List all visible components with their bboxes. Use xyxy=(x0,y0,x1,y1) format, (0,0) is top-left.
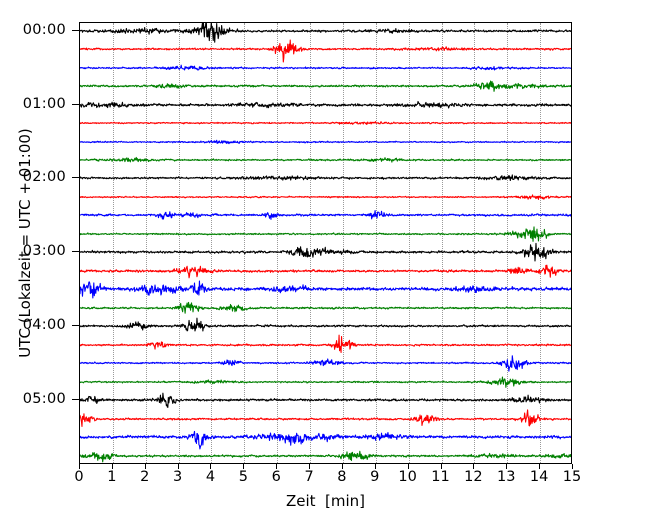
trace-0245 xyxy=(80,217,571,251)
y-tick-label-0100: 01:00 xyxy=(22,95,66,112)
trace-0345 xyxy=(80,291,571,325)
trace-0230 xyxy=(80,198,571,232)
gridline-3 xyxy=(178,23,180,463)
gridline-10 xyxy=(408,23,410,463)
x-tick-label-7: 7 xyxy=(304,469,314,485)
x-tick-mark-1 xyxy=(111,464,113,469)
trace-0545 xyxy=(80,439,571,464)
trace-0115 xyxy=(80,106,571,140)
x-tick-label-2: 2 xyxy=(140,469,150,485)
x-tick-mark-4 xyxy=(210,464,212,469)
trace-0500 xyxy=(80,383,571,417)
x-tick-label-9: 9 xyxy=(370,469,380,485)
trace-0400 xyxy=(80,309,571,343)
x-tick-mark-10 xyxy=(407,464,409,469)
trace-0100 xyxy=(80,88,571,122)
trace-0215 xyxy=(80,180,571,214)
trace-0430 xyxy=(80,346,571,380)
x-tick-label-6: 6 xyxy=(271,469,281,485)
trace-0130 xyxy=(80,125,571,159)
trace-0200 xyxy=(80,161,571,195)
gridline-4 xyxy=(211,23,213,463)
y-tick-label-0300: 03:00 xyxy=(22,243,66,260)
x-tick-label-15: 15 xyxy=(562,469,582,485)
x-tick-mark-11 xyxy=(440,464,442,469)
gridline-6 xyxy=(277,23,279,463)
gridline-8 xyxy=(342,23,344,463)
x-tick-mark-6 xyxy=(276,464,278,469)
x-tick-mark-15 xyxy=(572,464,573,469)
trace-0145 xyxy=(80,143,571,177)
x-tick-label-13: 13 xyxy=(497,469,516,485)
x-tick-label-3: 3 xyxy=(172,469,183,485)
trace-0515 xyxy=(80,402,571,436)
plot-area xyxy=(79,22,572,464)
x-tick-mark-13 xyxy=(506,464,508,469)
x-tick-mark-5 xyxy=(243,464,245,469)
y-tick-mark-0300 xyxy=(72,251,79,253)
x-tick-label-8: 8 xyxy=(337,469,347,485)
trace-0030 xyxy=(80,51,571,85)
trace-0415 xyxy=(80,328,571,362)
trace-0300 xyxy=(80,235,571,269)
y-tick-label-0500: 05:00 xyxy=(22,391,66,408)
gridline-12 xyxy=(474,23,476,463)
trace-0445 xyxy=(80,365,571,399)
y-tick-mark-0000 xyxy=(72,29,79,31)
x-tick-label-12: 12 xyxy=(464,469,483,485)
x-tick-label-1: 1 xyxy=(107,469,117,485)
gridline-7 xyxy=(310,23,312,463)
gridline-13 xyxy=(507,23,509,463)
y-tick-mark-0100 xyxy=(72,103,79,105)
gridline-2 xyxy=(145,23,147,463)
x-tick-mark-14 xyxy=(539,464,541,469)
x-tick-mark-0 xyxy=(79,464,80,469)
y-tick-mark-0200 xyxy=(72,177,79,179)
trace-0000 xyxy=(80,23,571,48)
gridline-14 xyxy=(540,23,542,463)
x-tick-label-0: 0 xyxy=(74,469,84,485)
x-tick-label-4: 4 xyxy=(205,469,216,485)
x-tick-mark-3 xyxy=(177,464,179,469)
x-tick-mark-8 xyxy=(341,464,343,469)
x-tick-mark-9 xyxy=(374,464,376,469)
y-tick-mark-0500 xyxy=(72,399,79,401)
gridline-1 xyxy=(112,23,114,463)
x-tick-label-11: 11 xyxy=(431,469,450,485)
trace-0015 xyxy=(80,32,571,66)
x-tick-label-14: 14 xyxy=(529,469,549,485)
trace-0315 xyxy=(80,254,571,288)
trace-0330 xyxy=(80,272,571,306)
x-tick-mark-12 xyxy=(473,464,475,469)
x-tick-label-10: 10 xyxy=(398,469,417,485)
trace-0530 xyxy=(80,420,571,454)
trace-0045 xyxy=(80,69,571,103)
y-tick-label-0200: 02:00 xyxy=(22,169,66,186)
x-tick-mark-7 xyxy=(309,464,311,469)
y-tick-mark-0400 xyxy=(72,325,79,327)
x-tick-mark-2 xyxy=(144,464,146,469)
y-tick-label-0000: 00:00 xyxy=(22,21,66,38)
gridline-5 xyxy=(244,23,246,463)
gridline-9 xyxy=(375,23,377,463)
gridline-11 xyxy=(441,23,443,463)
x-tick-label-5: 5 xyxy=(238,469,248,485)
y-tick-label-0400: 04:00 xyxy=(22,317,66,334)
x-axis-label: Zeit [min] xyxy=(285,492,366,510)
